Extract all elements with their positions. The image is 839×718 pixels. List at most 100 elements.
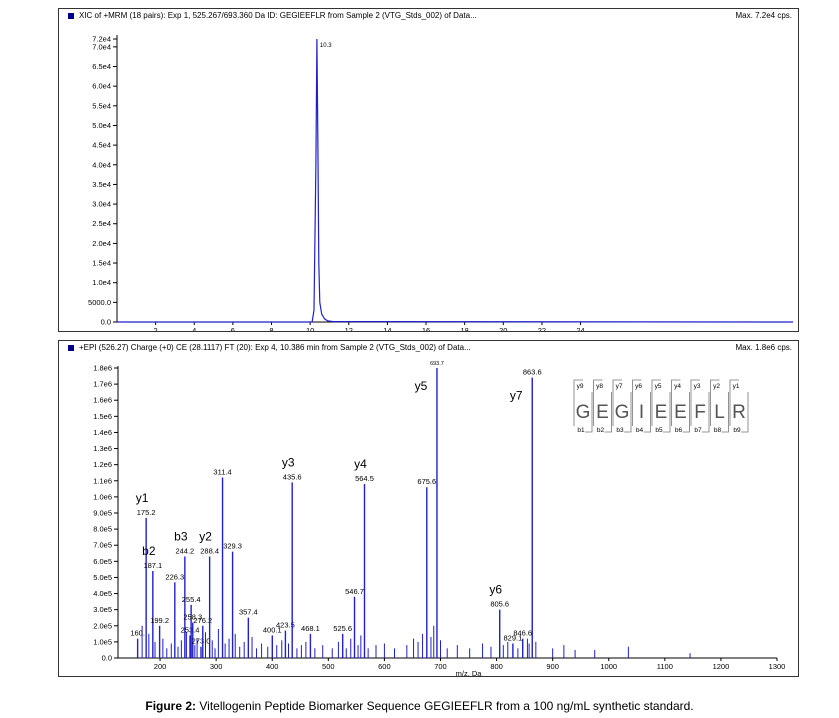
x-tick-label: 4	[192, 326, 196, 331]
y-tick-label: 1.7e6	[93, 380, 112, 389]
ion-label: y7	[510, 389, 523, 403]
peak-label: 258.3	[183, 613, 202, 622]
y-tick-label: 6.0e5	[93, 557, 112, 566]
y-tick-label: 1.8e6	[93, 364, 112, 373]
x-tick-label: 16	[422, 326, 430, 331]
ion-label: y1	[136, 491, 149, 505]
y-tick-label: 6.0e4	[92, 82, 111, 91]
sequence-residue: R	[732, 402, 746, 423]
sequence-residue: G	[576, 402, 591, 423]
x-tick-label: 2	[154, 326, 158, 331]
b-ion-bracket	[682, 392, 690, 433]
ion-label: y5	[415, 379, 428, 393]
y-tick-label: 7.2e4	[92, 35, 111, 44]
b-ion-bracket	[624, 392, 632, 433]
peak-label: 226.3	[165, 572, 184, 581]
spectrum-panel: +EPI (526.27) Charge (+0) CE (28.1117) F…	[58, 340, 799, 677]
caption-text: Vitellogenin Peptide Biomarker Sequence …	[196, 699, 694, 713]
x-tick-label: 500	[322, 662, 335, 671]
x-tick-label: 14	[383, 326, 391, 331]
x-tick-label: 300	[210, 662, 223, 671]
x-tick-label: 400	[266, 662, 279, 671]
y-tick-label: 3.0e4	[92, 200, 111, 209]
peak-label: 829.1	[504, 634, 523, 643]
peak-label: 273.0	[192, 637, 211, 646]
y-tick-label: 4.0e4	[92, 160, 111, 169]
chromatogram-panel: XIC of +MRM (18 pairs): Exp 1, 525.267/6…	[58, 8, 799, 332]
y-ion-label: y2	[713, 383, 720, 390]
y-tick-label: 7.0e4	[92, 42, 111, 51]
ion-label: y6	[489, 583, 502, 597]
y-tick-label: 1.0e5	[93, 637, 112, 646]
y-ion-label: y3	[694, 383, 701, 390]
y-ion-label: y7	[616, 383, 623, 390]
b-ion-bracket	[702, 392, 710, 433]
peak-label: 468.1	[301, 624, 320, 633]
x-tick-label: 12	[345, 326, 353, 331]
y-tick-label: 5.0e4	[92, 121, 111, 130]
peak-label: 244.2	[175, 547, 194, 556]
y-tick-label: 1.1e6	[93, 476, 112, 485]
y-ion-bracket	[671, 379, 681, 426]
peak-label: 160.	[130, 629, 145, 638]
b-ion-bracket	[585, 392, 593, 433]
ion-label: y3	[282, 455, 295, 469]
y-ion-label: y4	[674, 383, 681, 390]
y-ion-bracket	[651, 379, 661, 426]
x-tick-label: 8	[269, 326, 273, 331]
chromatogram-plot: 0.0 5000.0 1.0e4 1.5e4 2.0e4 2.5e4 3.0e4 3.5e4 4…	[88, 35, 794, 331]
b-ion-bracket	[643, 392, 651, 433]
y-ion-bracket	[729, 379, 739, 426]
y-tick-label: 1.6e6	[93, 396, 112, 405]
y-tick-label: 3.0e5	[93, 605, 112, 614]
y-tick-label: 2.0e5	[93, 621, 112, 630]
spectrum-max: Max. 1.8e6 cps.	[735, 343, 792, 352]
peak-label: 357.4	[239, 608, 258, 617]
b-ion-label: b8	[714, 427, 722, 434]
peak-label: 564.5	[355, 474, 374, 483]
b-ion-bracket	[741, 392, 749, 433]
x-tick-label: 600	[378, 662, 391, 671]
y-tick-label: 0.0	[101, 318, 111, 327]
series-marker-icon	[68, 13, 74, 19]
b-ion-label: b2	[597, 427, 605, 434]
b-ion-bracket	[663, 392, 671, 433]
peak-label: 805.6	[490, 600, 509, 609]
y-tick-label: 7.0e5	[93, 541, 112, 550]
sequence-residue: G	[615, 402, 630, 423]
sequence-residue: I	[639, 402, 644, 423]
x-tick-label: 6	[231, 326, 235, 331]
chromatogram-max: Max. 7.2e4 cps.	[735, 11, 792, 20]
series-marker-icon	[68, 345, 74, 351]
y-tick-label: 2.0e4	[92, 239, 111, 248]
peak-label: 435.6	[283, 472, 302, 481]
b-ion-label: b5	[655, 427, 663, 434]
peak-annotation: 10.3	[320, 43, 332, 49]
spectrum-title: +EPI (526.27) Charge (+0) CE (28.1117) F…	[79, 343, 471, 352]
y-ion-bracket	[710, 379, 720, 426]
figure-caption: Figure 2: Vitellogenin Peptide Biomarker…	[0, 699, 839, 713]
x-tick-label: 1000	[600, 662, 617, 671]
sequence-residue: E	[674, 402, 687, 423]
y-ion-bracket	[573, 379, 583, 426]
sequence-residue: L	[714, 402, 725, 423]
y-tick-label: 2.5e4	[92, 219, 111, 228]
y-tick-label: 1.5e6	[93, 412, 112, 421]
b-ion-bracket	[604, 392, 612, 433]
x-tick-label: 200	[154, 662, 167, 671]
y-tick-label: 5000.0	[88, 298, 111, 307]
caption-label: Figure 2:	[145, 699, 197, 713]
chromatogram-trace	[117, 38, 794, 323]
y-ion-bracket	[593, 379, 603, 426]
ion-label: y4	[354, 457, 367, 471]
x-tick-label: 24	[576, 326, 584, 331]
sequence-residue: E	[596, 402, 609, 423]
b-ion-label: b9	[733, 427, 741, 434]
y-tick-label: 8.0e5	[93, 525, 112, 534]
y-ion-bracket	[612, 379, 622, 426]
x-tick-label: 18	[460, 326, 468, 331]
peak-label: 276.2	[193, 616, 212, 625]
y-ion-bracket	[690, 379, 700, 426]
x-tick-label: 1100	[657, 662, 673, 671]
y-tick-label: 4.0e5	[93, 589, 112, 598]
